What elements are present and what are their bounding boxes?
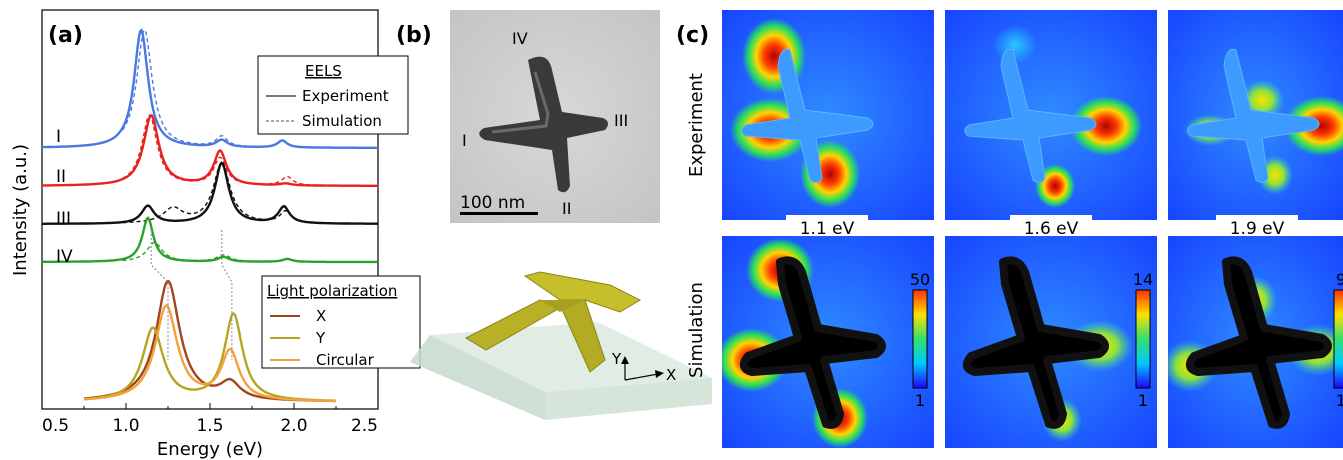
series-line-i-simulation [122,29,345,149]
panel-label-a: (a) [48,23,83,48]
colorbar-1-min: 1 [915,391,925,410]
spectra-group [42,28,378,403]
mode-guide-line [221,230,233,360]
legend-light: Light polarization X Y Circular [261,275,421,369]
tem-arm-label-iii: III [614,111,628,130]
map-simulation-3 [1168,236,1343,448]
colorbar-3-min: 1 [1336,391,1343,410]
series-line-iv-simulation [122,241,345,263]
colorbar-2: 14 1 [1133,270,1153,410]
row-label-simulation: Simulation [686,282,707,378]
legend-light-title: Light polarization [267,282,397,300]
series-label-ii: II [56,167,66,187]
colorbar-2-min: 1 [1138,391,1148,410]
y-axis-label: Intensity (a.u.) [10,144,31,276]
axis-label-x: X [666,366,676,384]
x-tick-label: 2.5 [351,416,378,436]
legend-light-circular: Circular [316,351,375,369]
tem-particle [479,56,609,193]
x-axis: 0.5 1.0 1.5 2.0 2.5 [41,403,379,436]
scale-bar-label: 100 nm [460,193,525,213]
tem-arm-label-ii: II [562,199,571,218]
colorbar-3: 9 1 [1333,270,1343,410]
x-tick-label: 2.0 [280,416,307,436]
energy-label-3: 1.9 eV [1230,219,1285,239]
series-line-iii-simulation [122,161,345,225]
legend-eels-simulation: Simulation [302,112,382,130]
x-tick-label: 1.5 [196,416,223,436]
panel-a: (a) 0.5 1.0 1.5 2.0 2.5 Energy (eV) Intensit… [10,9,421,460]
particle-model [410,271,712,420]
x-axis-label: Energy (eV) [157,439,263,460]
colorbar-3-max: 9 [1336,270,1343,289]
series-line-ii-simulation [122,114,345,187]
map-simulation-2 [945,236,1157,448]
legend-eels-experiment: Experiment [302,87,389,105]
map-experiment-3 [1168,10,1343,220]
colorbar-1-max: 50 [910,270,930,289]
panel-label-c: (c) [676,23,709,48]
series-label-iv: IV [56,247,73,267]
energy-label-1: 1.1 eV [800,219,855,239]
mode-guide-line [150,230,169,360]
map-simulation-1 [722,236,934,448]
tem-arm-label-iv: IV [512,29,528,48]
series-label-iii: III [56,209,71,229]
row-label-experiment: Experiment [686,73,707,177]
axis-label-y: Y [611,350,622,368]
panel-b: (b) IV III I II 100 nm Y X [396,10,712,420]
series-label-i: I [56,127,61,147]
colorbar-2-max: 14 [1133,270,1153,289]
energy-label-2: 1.6 eV [1024,219,1079,239]
x-tick-label: 1.0 [112,416,139,436]
series-line-iv-experiment [42,216,378,264]
axis-triad: Y X [611,350,676,384]
tem-arm-label-i: I [462,131,467,150]
scale-bar [460,212,538,215]
legend-eels-title: EELS [305,62,342,80]
colorbar-1: 50 1 [910,270,930,410]
x-tick-label: 0.5 [42,416,69,436]
panel-label-b: (b) [396,23,432,48]
legend-light-y: Y [315,329,326,347]
panel-c: (c) Experiment Simulation 1.1 [676,10,1343,448]
series-line-circular-light-polarization [83,304,336,403]
map-experiment-1 [722,10,934,220]
map-experiment-2 [945,10,1157,220]
legend-light-x: X [316,307,326,325]
legend-eels: EELS Experiment Simulation [257,55,409,135]
